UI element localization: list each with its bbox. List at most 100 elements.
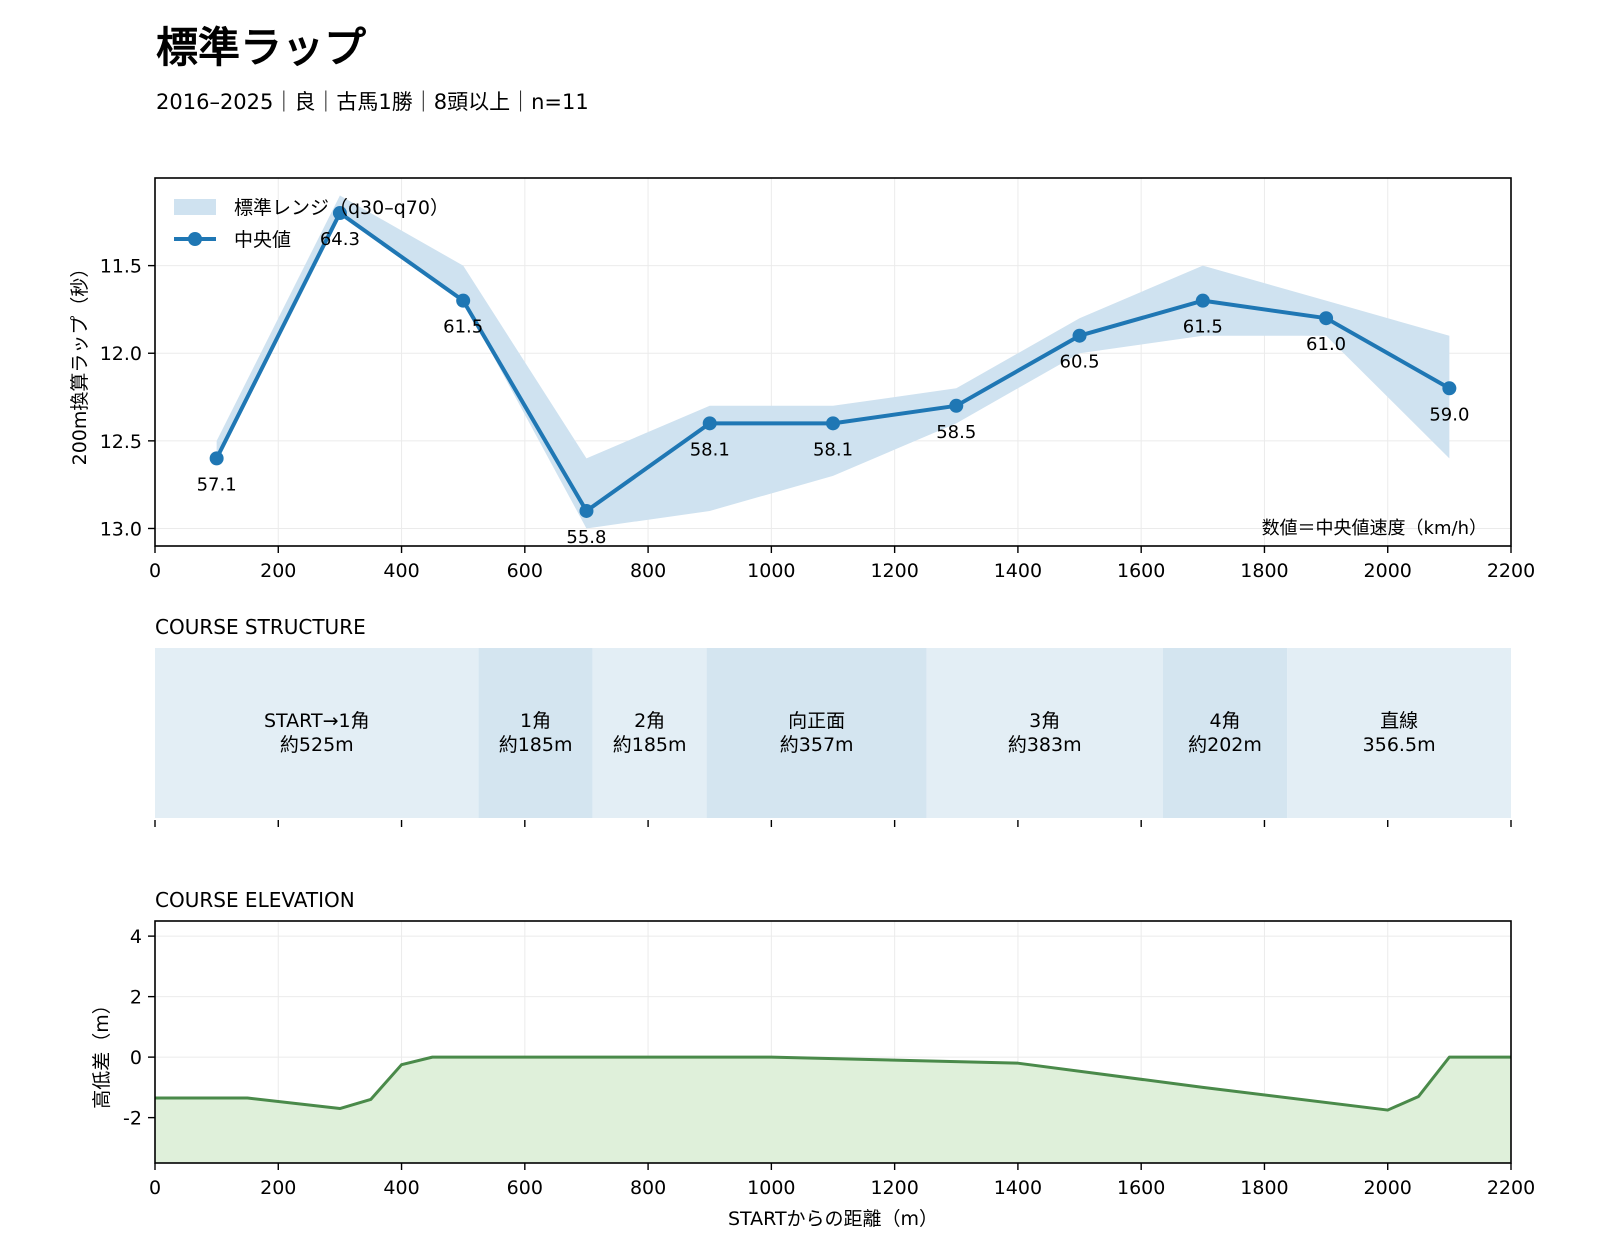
lap-point: [949, 398, 964, 413]
lap-x-ticks: 0 200 400 600 800 1000 1200 1400 1600 1800 2000 220…: [149, 546, 1535, 582]
lap-y-tick-label: 13.0: [100, 518, 142, 540]
lap-note: 数値＝中央値速度（km/h）: [1262, 518, 1487, 539]
structure-segment-length: 約202m: [1188, 734, 1262, 756]
structure-ticks: [154, 820, 1512, 827]
lap-x-tick-label: 600: [507, 560, 543, 582]
structure-segment-name: 向正面: [788, 710, 845, 732]
elevation-x-tick-label: 1800: [1240, 1177, 1288, 1199]
lap-point: [702, 416, 717, 431]
lap-y-tick-label: 11.5: [100, 256, 142, 278]
legend-line-dot: [188, 232, 202, 246]
lap-speed-label: 61.0: [1306, 334, 1346, 355]
course-structure: COURSE STRUCTURE START→1角約525m1角約185m2角約…: [154, 615, 1512, 827]
elevation-y-tick-label: -2: [123, 1108, 142, 1130]
structure-segment-rect: [592, 648, 707, 818]
lap-speed-label: 61.5: [443, 317, 483, 338]
structure-segment-length: 約357m: [780, 734, 854, 756]
lap-speed-label: 58.5: [936, 422, 976, 443]
lap-speed-labels: 57.1 64.3 61.5 55.8 58.1 58.1 58.5 60.5 61.5 61.0…: [197, 229, 1470, 548]
lap-point: [209, 451, 224, 466]
lap-y-tick-label: 12.0: [100, 343, 142, 365]
elevation-x-tick-label: 1600: [1117, 1177, 1165, 1199]
elevation-chart: COURSE ELEVATION 0 200 400 600 800 1000 1200 14…: [91, 888, 1535, 1230]
structure-segments: START→1角約525m1角約185m2角約185m向正面約357m3角約38…: [155, 648, 1511, 818]
elevation-x-tick-label: 2200: [1487, 1177, 1535, 1199]
lap-point: [826, 416, 840, 431]
structure-segment-rect: [706, 648, 927, 818]
lap-speed-label: 58.1: [690, 439, 730, 460]
lap-x-tick-label: 2000: [1364, 560, 1412, 582]
lap-x-tick-label: 2200: [1487, 560, 1535, 582]
elevation-plot-frame: [154, 920, 1512, 1164]
elevation-title: COURSE ELEVATION: [155, 888, 355, 912]
lap-speed-label: 59.0: [1429, 404, 1469, 425]
elevation-x-ticks: 0 200 400 600 800 1000 1200 1400 1600 1800 2000 220…: [149, 1163, 1535, 1199]
elevation-y-ticks: 4 2 0 -2: [123, 926, 155, 1130]
structure-segment-name: START→1角: [264, 710, 370, 732]
elevation-area: [155, 1057, 1511, 1163]
structure-segment-length: 356.5m: [1363, 734, 1436, 756]
lap-x-tick-label: 1400: [994, 560, 1042, 582]
structure-segment-name: 3角: [1029, 710, 1060, 732]
elevation-y-tick-label: 4: [130, 926, 142, 948]
structure-segment-name: 直線: [1380, 710, 1418, 732]
lap-range-band: [216, 195, 1450, 529]
lap-speed-label: 60.5: [1060, 352, 1100, 373]
page-subtitle: 2016–2025｜良｜古馬1勝｜8頭以上｜n=11: [156, 90, 589, 114]
legend-band-swatch: [174, 199, 216, 215]
structure-segment-length: 約185m: [613, 734, 687, 756]
legend-band-label: 標準レンジ（q30–q70）: [234, 197, 449, 219]
lap-point: [332, 206, 347, 221]
lap-chart: 57.1 64.3 61.5 55.8 58.1 58.1 58.5 60.5 61.5 61.0…: [69, 177, 1535, 582]
lap-point: [456, 293, 471, 308]
lap-speed-label: 57.1: [197, 474, 237, 495]
lap-speed-label: 58.1: [813, 439, 853, 460]
lap-point: [1442, 381, 1457, 396]
lap-y-axis-label: 200m換算ラップ（秒）: [69, 259, 91, 466]
elevation-x-tick-label: 2000: [1364, 1177, 1412, 1199]
lap-y-ticks: 11.5 12.0 12.5 13.0: [100, 256, 155, 540]
structure-segment-rect: [1287, 648, 1511, 818]
elevation-x-axis-label: STARTからの距離（m）: [728, 1208, 938, 1230]
elevation-y-tick-label: 2: [130, 987, 142, 1009]
lap-x-tick-label: 400: [383, 560, 419, 582]
elevation-x-tick-label: 0: [149, 1177, 161, 1199]
lap-points: [209, 206, 1457, 518]
lap-y-tick-label: 12.5: [100, 431, 142, 453]
structure-segment-rect: [1162, 648, 1288, 818]
course-structure-title: COURSE STRUCTURE: [155, 615, 366, 639]
legend-line-label: 中央値: [234, 229, 291, 251]
structure-segment-rect: [926, 648, 1163, 818]
structure-segment-name: 2角: [634, 710, 665, 732]
lap-speed-label: 61.5: [1183, 317, 1223, 338]
structure-segment-rect: [478, 648, 593, 818]
elevation-x-tick-label: 400: [383, 1177, 419, 1199]
structure-segment-name: 4角: [1209, 710, 1240, 732]
lap-x-tick-label: 1000: [747, 560, 795, 582]
elevation-y-tick-label: 0: [130, 1047, 142, 1069]
elevation-y-axis-label: 高低差（m）: [91, 995, 113, 1109]
lap-point: [579, 503, 594, 518]
elevation-x-tick-label: 600: [507, 1177, 543, 1199]
lap-legend: 標準レンジ（q30–q70） 中央値: [174, 197, 449, 251]
elevation-x-tick-label: 1200: [870, 1177, 918, 1199]
elevation-x-tick-label: 800: [630, 1177, 666, 1199]
page-title: 標準ラップ: [156, 23, 367, 72]
lap-speed-label: 55.8: [566, 527, 606, 548]
lap-x-tick-label: 200: [260, 560, 296, 582]
structure-segment-name: 1角: [520, 710, 551, 732]
structure-segment-rect: [155, 648, 479, 818]
elevation-x-tick-label: 1400: [994, 1177, 1042, 1199]
structure-segment-length: 約525m: [280, 734, 354, 756]
structure-segment-length: 約383m: [1008, 734, 1082, 756]
lap-plot-frame: [154, 177, 1512, 547]
structure-segment-length: 約185m: [499, 734, 573, 756]
